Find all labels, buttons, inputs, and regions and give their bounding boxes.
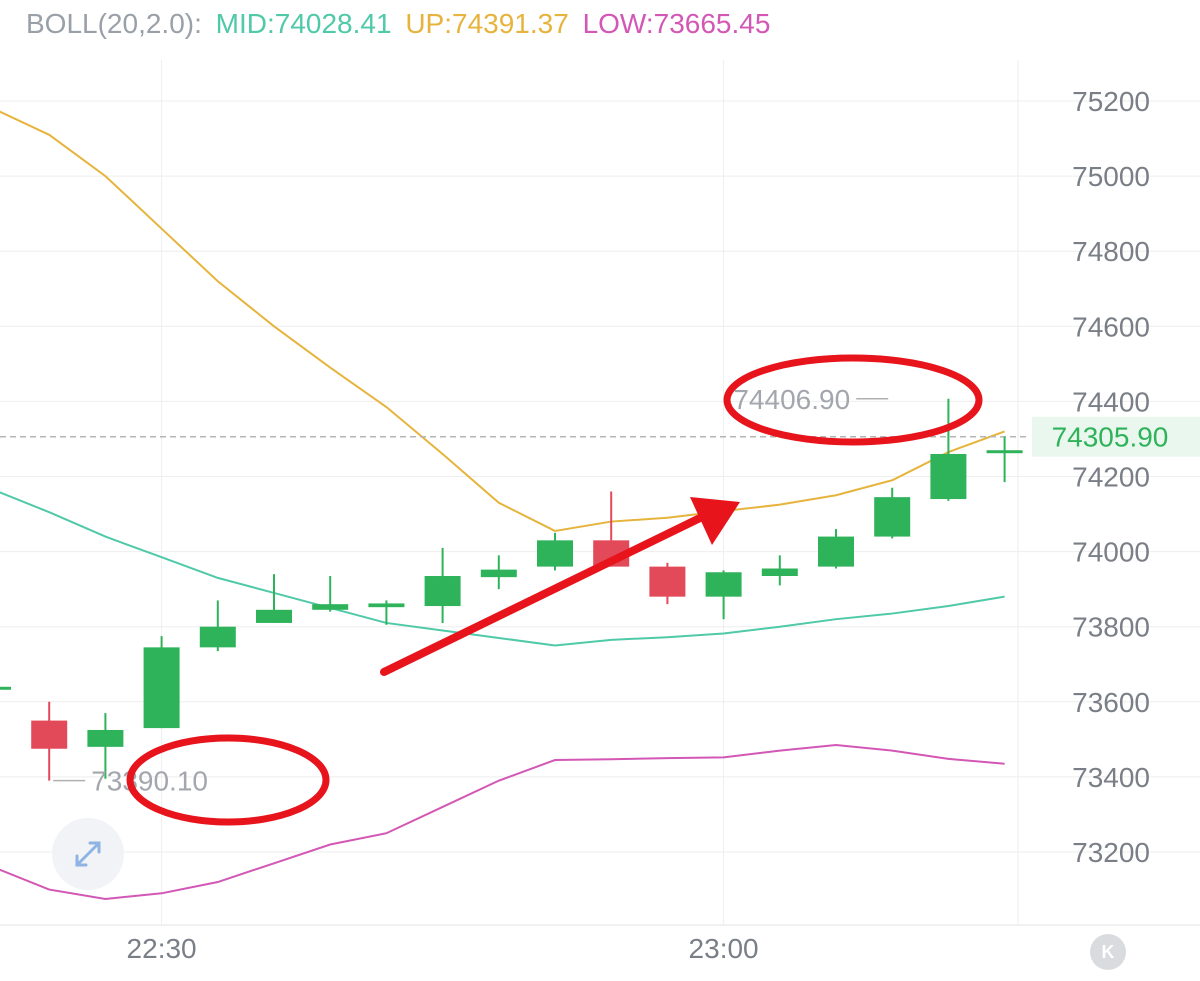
x-axis-tick-label: 23:00: [689, 933, 759, 964]
low-price-marker: 73390.10: [91, 766, 208, 797]
x-axis-tick-label: 22:30: [127, 933, 197, 964]
candle-body[interactable]: [818, 536, 854, 567]
current-price-tag: [1032, 416, 1200, 457]
y-axis-tick-label: 74600: [1072, 311, 1150, 342]
expand-chart-button[interactable]: [52, 818, 124, 890]
annotation-arrow-shaft: [380, 514, 704, 676]
k-circle-icon: K: [1101, 941, 1115, 962]
candle-body[interactable]: [986, 450, 1023, 454]
candle-body[interactable]: [31, 720, 68, 749]
y-axis-tick-label: 74000: [1072, 537, 1150, 568]
boll-low-value: LOW:73665.45: [582, 8, 771, 39]
y-axis-tick-label: 74800: [1072, 236, 1150, 267]
boll-indicator-header: BOLL(20,2.0): MID:74028.41 UP:74391.37 L…: [26, 8, 776, 40]
y-axis-tick-label: 74400: [1072, 386, 1150, 417]
expand-arrows-icon: [75, 841, 101, 867]
boll-mid-value: MID:74028.41: [215, 8, 392, 39]
boll-mid-line: [0, 491, 1005, 647]
candle-body[interactable]: [649, 566, 686, 597]
candle-body[interactable]: [705, 572, 742, 597]
annotation-arrow-head: [690, 497, 740, 545]
candle-body[interactable]: [480, 569, 517, 578]
candle-body[interactable]: [199, 626, 236, 648]
candle-body[interactable]: [761, 568, 798, 577]
candle-body[interactable]: [537, 540, 573, 567]
candle-body[interactable]: [0, 686, 11, 690]
boll-low-line: [0, 743, 1005, 900]
kline-toggle-button[interactable]: K: [1090, 934, 1126, 970]
y-axis-tick-label: 73200: [1072, 837, 1150, 868]
boll-up-line: [0, 110, 1005, 532]
candle-body[interactable]: [312, 604, 349, 610]
y-axis-tick-label: 75200: [1072, 86, 1150, 117]
y-axis-tick-label: 73600: [1072, 687, 1150, 718]
high-price-marker: 74406.90: [733, 384, 850, 415]
candle-body[interactable]: [143, 647, 180, 729]
y-axis-tick-label: 75000: [1072, 161, 1150, 192]
current-price-label: 74305.90: [1052, 422, 1169, 453]
annotation-ellipse-low: [126, 734, 330, 826]
y-axis-tick-label: 74200: [1072, 462, 1150, 493]
boll-up-value: UP:74391.37: [405, 8, 569, 39]
candle-body[interactable]: [256, 609, 292, 623]
candle-body[interactable]: [87, 729, 124, 747]
boll-name-label: BOLL(20,2.0):: [26, 8, 202, 39]
candle-body[interactable]: [368, 603, 405, 608]
candle-body[interactable]: [424, 576, 461, 607]
candle-body[interactable]: [874, 497, 911, 537]
y-axis-tick-label: 73800: [1072, 612, 1150, 643]
y-axis-tick-label: 73400: [1072, 762, 1150, 793]
candle-body[interactable]: [930, 453, 967, 500]
annotation-ellipse-high: [723, 354, 983, 446]
